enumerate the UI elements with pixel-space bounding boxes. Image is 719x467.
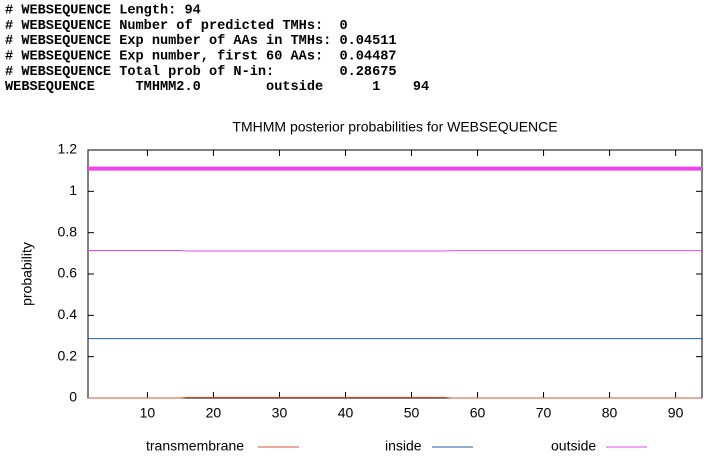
y-tick-label: 0.2 (58, 347, 78, 363)
series-line (88, 396, 702, 399)
x-tick-label: 70 (536, 405, 552, 421)
x-tick-label: 90 (668, 405, 684, 421)
output-line: # WEBSEQUENCE Number of predicted TMHs: … (5, 19, 348, 34)
output-line: WEBSEQUENCE TMHMM2.0 outside 1 94 (5, 80, 429, 95)
y-tick-label: 1 (69, 182, 77, 198)
y-tick-label: 0.8 (58, 223, 78, 239)
output-line: # WEBSEQUENCE Length: 94 (5, 4, 201, 19)
x-tick-label: 80 (602, 405, 618, 421)
output-line: # WEBSEQUENCE Exp number of AAs in TMHs:… (5, 34, 397, 49)
legend-label: outside (551, 438, 596, 454)
x-tick-label: 50 (404, 405, 420, 421)
series-line (88, 249, 702, 252)
output-line: # WEBSEQUENCE Exp number, first 60 AAs: … (5, 49, 397, 64)
y-tick-label: 0.6 (58, 265, 78, 281)
chart-title: TMHMM posterior probabilities for WEBSEQ… (232, 119, 557, 135)
plot-frame (87, 149, 703, 399)
y-axis-label: probability (19, 242, 35, 306)
x-tick-label: 60 (470, 405, 486, 421)
y-tick-label: 0.4 (58, 306, 78, 322)
y-tick-label: 0 (69, 389, 77, 405)
legend-label: transmembrane (146, 438, 244, 454)
legend-label: inside (385, 438, 422, 454)
output-line: # WEBSEQUENCE Total prob of N-in: 0.2867… (5, 65, 397, 80)
y-tick-label: 1.2 (58, 141, 78, 157)
x-tick-label: 20 (206, 405, 222, 421)
x-tick-label: 40 (338, 405, 354, 421)
x-tick-label: 30 (272, 405, 288, 421)
x-tick-label: 10 (140, 405, 156, 421)
